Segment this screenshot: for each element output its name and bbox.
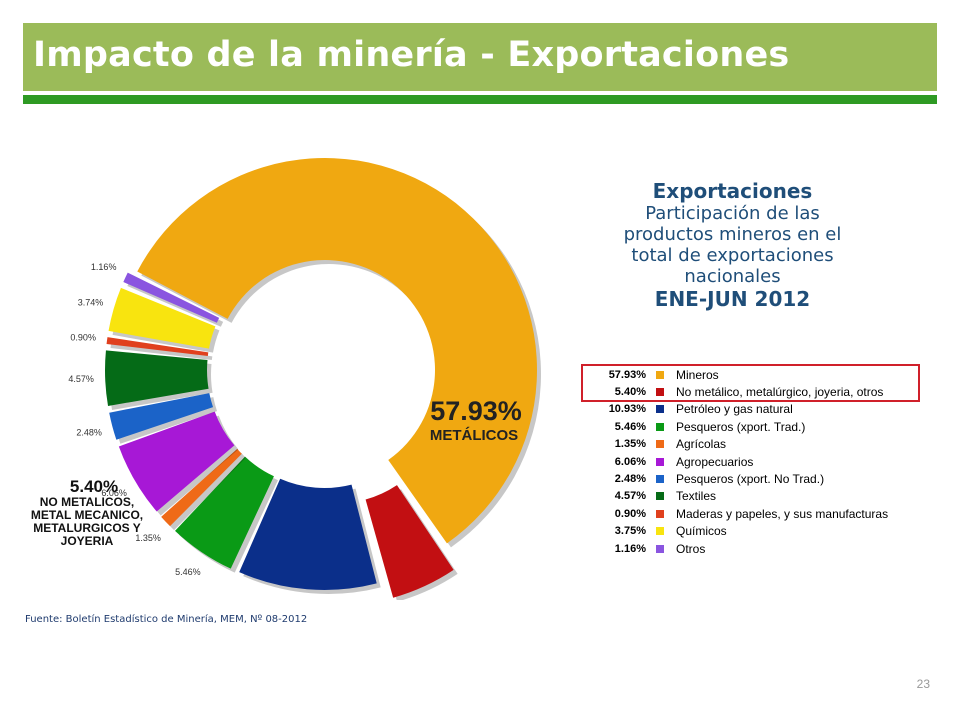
legend-swatch bbox=[656, 370, 664, 379]
legend-label: Petróleo y gas natural bbox=[676, 402, 793, 417]
slice-label: 5.46% bbox=[175, 567, 201, 577]
legend-percent: 10.93% bbox=[608, 403, 646, 416]
donut-slice bbox=[239, 478, 377, 590]
legend-highlight-box bbox=[581, 364, 920, 402]
slice-label: 4.57% bbox=[68, 374, 94, 384]
title-rule bbox=[23, 95, 937, 104]
panel-heading-line4: total de exportaciones bbox=[631, 245, 834, 266]
panel-heading-line1: Exportaciones bbox=[652, 179, 813, 203]
donut-slice bbox=[161, 448, 242, 527]
donut-slice bbox=[365, 485, 454, 598]
slice-label: 1.16% bbox=[91, 262, 117, 272]
donut-slice bbox=[109, 393, 214, 440]
legend-label: Químicos bbox=[676, 524, 727, 539]
slice-shadow bbox=[165, 452, 246, 531]
panel-heading-line6: ENE-JUN 2012 bbox=[654, 287, 811, 311]
legend-label: No metálico, metalúrgico, joyeria, otros bbox=[676, 385, 884, 400]
legend-swatch bbox=[656, 422, 664, 431]
source-note: Fuente: Boletín Estadístico de Minería, … bbox=[25, 614, 308, 625]
legend-label: Textiles bbox=[676, 489, 717, 504]
legend-label: Maderas y papeles, y sus manufacturas bbox=[676, 506, 889, 521]
donut-slice bbox=[106, 337, 209, 356]
legend-item: 5.40% No metálico, metalúrgico, joyeria, … bbox=[588, 383, 928, 400]
donut-slice bbox=[137, 158, 537, 544]
legend-percent: 0.90% bbox=[614, 507, 646, 520]
legend-swatch bbox=[656, 509, 664, 518]
panel-heading-line3: productos mineros en el bbox=[623, 224, 842, 245]
legend-percent: 5.46% bbox=[614, 420, 646, 433]
legend-item: 1.16% Otros bbox=[588, 540, 928, 557]
legend-swatch bbox=[656, 475, 664, 484]
donut-chart: 10.93%5.46%1.35%6.06%2.48%4.57%0.90%3.74… bbox=[31, 158, 541, 600]
legend-swatch bbox=[656, 440, 664, 449]
legend-percent: 2.48% bbox=[614, 473, 646, 486]
donut-slice bbox=[123, 272, 220, 323]
side-value: 5.40% bbox=[70, 477, 118, 496]
center-value: 57.93% bbox=[430, 396, 522, 426]
legend-percent: 6.06% bbox=[614, 455, 646, 468]
legend-swatch bbox=[656, 544, 664, 553]
legend-percent: 3.75% bbox=[614, 525, 646, 538]
legend-item: 1.35% Agrícolas bbox=[588, 436, 928, 453]
legend-percent: 1.35% bbox=[614, 438, 646, 451]
legend-label: Agrícolas bbox=[676, 437, 727, 452]
legend-percent: 1.16% bbox=[614, 542, 646, 555]
legend-swatch bbox=[656, 405, 664, 414]
legend-item: 6.06% Agropecuarios bbox=[588, 453, 928, 470]
donut-slice bbox=[108, 287, 216, 349]
panel-heading-line5: nacionales bbox=[684, 266, 781, 287]
title-bar: Impacto de la minería - Exportaciones bbox=[23, 23, 937, 91]
center-text: METÁLICOS bbox=[430, 427, 518, 444]
page-number: 23 bbox=[916, 677, 930, 691]
donut-slice bbox=[175, 456, 274, 569]
slice-label: 1.35% bbox=[135, 533, 161, 543]
legend-label: Mineros bbox=[676, 367, 719, 382]
legend-label: Agropecuarios bbox=[676, 454, 754, 469]
slice-label: 3.74% bbox=[78, 297, 104, 307]
legend-swatch bbox=[656, 492, 664, 501]
side-label-line: NO METALICOS, bbox=[40, 495, 134, 509]
legend-label: Pesqueros (xport. Trad.) bbox=[676, 419, 806, 434]
page-title: Impacto de la minería - Exportaciones bbox=[33, 35, 790, 75]
legend-item: 0.90% Maderas y papeles, y sus manufactur… bbox=[588, 505, 928, 522]
legend-swatch bbox=[656, 388, 664, 397]
slice-label: 0.90% bbox=[70, 332, 96, 342]
side-label-line: JOYERIA bbox=[61, 534, 114, 548]
legend-item: 3.75% Químicos bbox=[588, 523, 928, 540]
panel-heading-line2: Participación de las bbox=[645, 203, 820, 224]
legend-percent: 57.93% bbox=[608, 368, 646, 381]
legend-swatch bbox=[656, 527, 664, 536]
donut-slice bbox=[105, 350, 209, 406]
legend-percent: 4.57% bbox=[614, 490, 646, 503]
chart-panel-heading: Exportaciones Participación de las produ… bbox=[575, 179, 890, 312]
donut-slice bbox=[118, 411, 235, 512]
legend-swatch bbox=[656, 457, 664, 466]
side-label-line: METAL MECANICO, bbox=[31, 508, 143, 522]
slice-label: 6.06% bbox=[101, 488, 127, 498]
legend-label: Otros bbox=[676, 541, 706, 556]
legend-percent: 5.40% bbox=[614, 386, 646, 399]
legend-item: 57.93% Mineros bbox=[588, 366, 928, 383]
legend-item: 10.93% Petróleo y gas natural bbox=[588, 401, 928, 418]
legend-item: 2.48% Pesqueros (xport. No Trad.) bbox=[588, 470, 928, 487]
legend-item: 4.57% Textiles bbox=[588, 488, 928, 505]
legend-label: Pesqueros (xport. No Trad.) bbox=[676, 472, 825, 487]
side-label-line: METALURGICOS Y bbox=[33, 521, 141, 535]
legend-item: 5.46% Pesqueros (xport. Trad.) bbox=[588, 418, 928, 435]
chart-legend: 57.93% Mineros 5.40% No metálico, metalúrgi… bbox=[588, 366, 928, 557]
slice-label: 2.48% bbox=[76, 427, 102, 437]
